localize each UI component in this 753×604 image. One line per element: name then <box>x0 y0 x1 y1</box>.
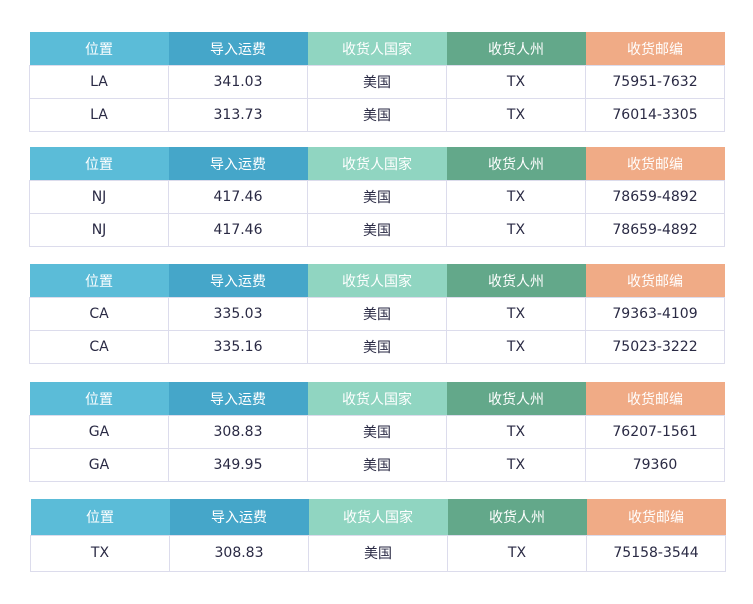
data-table-2: 位置 导入运费 收货人国家 收货人州 收货邮编 NJ 417.46 美国 TX … <box>29 147 725 247</box>
data-table-1: 位置 导入运费 收货人国家 收货人州 收货邮编 LA 341.03 美国 TX … <box>29 32 725 132</box>
header-consignee-state: 收货人州 <box>446 382 586 416</box>
header-consignee-state: 收货人州 <box>447 499 587 535</box>
cell-import-freight: 341.03 <box>168 65 308 99</box>
cell-import-freight: 417.46 <box>168 180 308 214</box>
header-consignee-country: 收货人国家 <box>307 382 447 416</box>
cell-location: TX <box>30 534 170 572</box>
cell-import-freight: 335.16 <box>168 330 308 364</box>
cell-consignee-zip: 79360 <box>585 448 725 482</box>
header-row: 位置 导入运费 收货人国家 收货人州 收货邮编 <box>29 147 725 181</box>
table-row: CA 335.16 美国 TX 75023-3222 <box>29 330 725 364</box>
cell-consignee-zip: 76207-1561 <box>585 415 725 449</box>
cell-consignee-state: TX <box>447 534 587 572</box>
header-consignee-zip: 收货邮编 <box>586 499 726 535</box>
cell-consignee-state: TX <box>446 213 586 247</box>
cell-location: LA <box>29 98 169 132</box>
header-consignee-state: 收货人州 <box>446 147 586 181</box>
cell-consignee-country: 美国 <box>307 297 447 331</box>
cell-consignee-zip: 76014-3305 <box>585 98 725 132</box>
table-row: TX 308.83 美国 TX 75158-3544 <box>30 534 726 572</box>
cell-consignee-country: 美国 <box>307 415 447 449</box>
header-consignee-country: 收货人国家 <box>308 499 448 535</box>
header-consignee-zip: 收货邮编 <box>585 147 725 181</box>
header-consignee-country: 收货人国家 <box>307 147 447 181</box>
cell-consignee-zip: 75951-7632 <box>585 65 725 99</box>
header-location: 位置 <box>29 382 169 416</box>
cell-consignee-zip: 79363-4109 <box>585 297 725 331</box>
cell-location: GA <box>29 448 169 482</box>
cell-import-freight: 349.95 <box>168 448 308 482</box>
data-table-5: 位置 导入运费 收货人国家 收货人州 收货邮编 TX 308.83 美国 TX … <box>30 499 726 572</box>
cell-consignee-state: TX <box>446 448 586 482</box>
cell-consignee-state: TX <box>446 297 586 331</box>
cell-consignee-country: 美国 <box>307 448 447 482</box>
header-consignee-zip: 收货邮编 <box>585 264 725 298</box>
header-location: 位置 <box>29 147 169 181</box>
cell-consignee-zip: 78659-4892 <box>585 180 725 214</box>
header-location: 位置 <box>29 32 169 66</box>
table-row: GA 349.95 美国 TX 79360 <box>29 448 725 482</box>
header-consignee-country: 收货人国家 <box>307 264 447 298</box>
cell-consignee-country: 美国 <box>308 534 448 572</box>
cell-consignee-country: 美国 <box>307 180 447 214</box>
cell-consignee-zip: 78659-4892 <box>585 213 725 247</box>
cell-consignee-state: TX <box>446 180 586 214</box>
header-row: 位置 导入运费 收货人国家 收货人州 收货邮编 <box>29 382 725 416</box>
header-import-freight: 导入运费 <box>168 32 308 66</box>
cell-import-freight: 335.03 <box>168 297 308 331</box>
header-location: 位置 <box>30 499 170 535</box>
header-row: 位置 导入运费 收货人国家 收货人州 收货邮编 <box>29 32 725 66</box>
cell-location: CA <box>29 297 169 331</box>
table-row: GA 308.83 美国 TX 76207-1561 <box>29 415 725 449</box>
header-import-freight: 导入运费 <box>168 147 308 181</box>
table-row: NJ 417.46 美国 TX 78659-4892 <box>29 213 725 247</box>
cell-consignee-state: TX <box>446 415 586 449</box>
data-table-4: 位置 导入运费 收货人国家 收货人州 收货邮编 GA 308.83 美国 TX … <box>29 382 725 482</box>
cell-consignee-state: TX <box>446 65 586 99</box>
cell-consignee-state: TX <box>446 98 586 132</box>
cell-import-freight: 308.83 <box>168 415 308 449</box>
header-location: 位置 <box>29 264 169 298</box>
cell-consignee-state: TX <box>446 330 586 364</box>
cell-location: NJ <box>29 180 169 214</box>
header-import-freight: 导入运费 <box>168 382 308 416</box>
header-row: 位置 导入运费 收货人国家 收货人州 收货邮编 <box>30 499 726 535</box>
header-import-freight: 导入运费 <box>169 499 309 535</box>
cell-location: CA <box>29 330 169 364</box>
cell-import-freight: 313.73 <box>168 98 308 132</box>
cell-consignee-zip: 75158-3544 <box>586 534 726 572</box>
table-row: NJ 417.46 美国 TX 78659-4892 <box>29 180 725 214</box>
cell-import-freight: 417.46 <box>168 213 308 247</box>
header-row: 位置 导入运费 收货人国家 收货人州 收货邮编 <box>29 264 725 298</box>
header-consignee-zip: 收货邮编 <box>585 382 725 416</box>
data-table-3: 位置 导入运费 收货人国家 收货人州 收货邮编 CA 335.03 美国 TX … <box>29 264 725 364</box>
cell-consignee-country: 美国 <box>307 213 447 247</box>
header-consignee-state: 收货人州 <box>446 32 586 66</box>
table-row: CA 335.03 美国 TX 79363-4109 <box>29 297 725 331</box>
header-consignee-zip: 收货邮编 <box>585 32 725 66</box>
table-row: LA 313.73 美国 TX 76014-3305 <box>29 98 725 132</box>
cell-consignee-country: 美国 <box>307 330 447 364</box>
header-import-freight: 导入运费 <box>168 264 308 298</box>
cell-consignee-country: 美国 <box>307 98 447 132</box>
cell-location: LA <box>29 65 169 99</box>
cell-location: GA <box>29 415 169 449</box>
cell-import-freight: 308.83 <box>169 534 309 572</box>
cell-consignee-country: 美国 <box>307 65 447 99</box>
cell-location: NJ <box>29 213 169 247</box>
table-row: LA 341.03 美国 TX 75951-7632 <box>29 65 725 99</box>
cell-consignee-zip: 75023-3222 <box>585 330 725 364</box>
header-consignee-country: 收货人国家 <box>307 32 447 66</box>
header-consignee-state: 收货人州 <box>446 264 586 298</box>
